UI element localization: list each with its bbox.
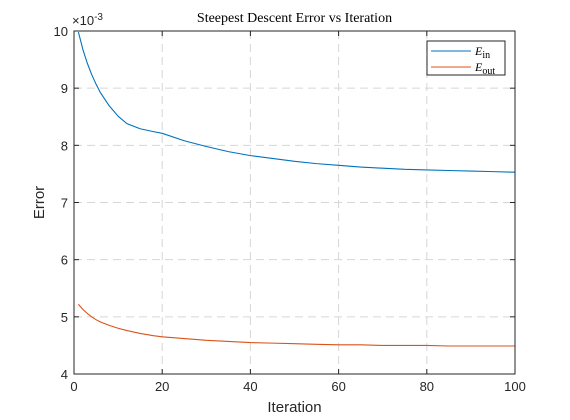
legend-box bbox=[426, 40, 506, 76]
legend-label-ein: Ein bbox=[474, 44, 490, 61]
x-tick-label: 40 bbox=[243, 379, 257, 394]
grid bbox=[74, 31, 515, 374]
y-tick-label: 9 bbox=[61, 81, 68, 96]
axis-ticks bbox=[73, 30, 516, 375]
x-tick-label: 100 bbox=[504, 379, 526, 394]
legend: Ein Eout bbox=[426, 40, 506, 77]
legend-label-eout: Eout bbox=[474, 60, 495, 77]
y-axis-exponent: ×10-3 bbox=[72, 12, 103, 28]
legend-label-ein-sub: in bbox=[482, 50, 490, 61]
series-line-ein bbox=[77, 32, 516, 173]
y-tick-label: 6 bbox=[61, 253, 68, 268]
legend-label-eout-sub: out bbox=[482, 66, 495, 77]
y-axis-label: Error bbox=[31, 186, 48, 219]
legend-label-eout-main: E bbox=[474, 60, 483, 74]
y-tick-label: 8 bbox=[61, 138, 68, 153]
y-tick-label: 4 bbox=[61, 367, 68, 382]
y-tick-label: 7 bbox=[61, 196, 68, 211]
y-axis-exponent-base: ×10 bbox=[72, 13, 94, 28]
axis-tick-labels: 0 20 40 60 80 100 4 5 6 7 8 9 10 bbox=[54, 24, 526, 394]
y-tick-label: 10 bbox=[54, 24, 68, 39]
y-tick-label: 5 bbox=[61, 310, 68, 325]
series-line-eout bbox=[77, 303, 515, 347]
legend-label-ein-main: E bbox=[474, 44, 483, 58]
y-axis-exponent-power: -3 bbox=[94, 12, 103, 23]
x-tick-label: 80 bbox=[420, 379, 434, 394]
x-tick-label: 60 bbox=[331, 379, 345, 394]
x-axis-label: Iteration bbox=[267, 399, 321, 416]
series-layer bbox=[77, 32, 516, 347]
x-tick-label: 0 bbox=[70, 379, 77, 394]
chart-title: Steepest Descent Error vs Iteration bbox=[197, 11, 392, 26]
x-tick-label: 20 bbox=[155, 379, 169, 394]
